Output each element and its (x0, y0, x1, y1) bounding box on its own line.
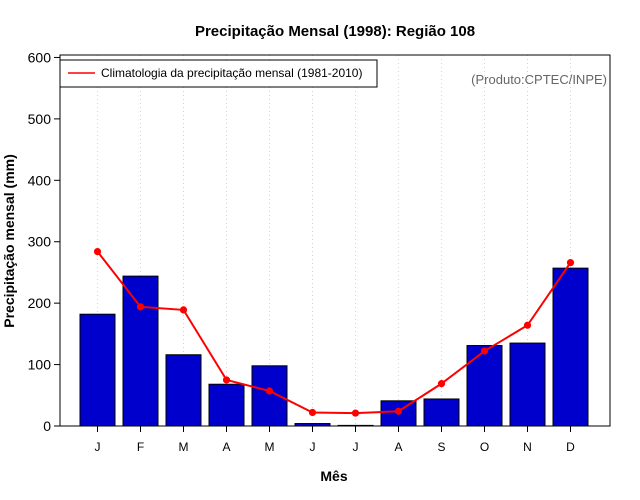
legend: Climatologia da precipitação mensal (198… (59, 59, 378, 88)
climatology-point-9 (480, 347, 489, 355)
y-tick-label: 200 (28, 295, 52, 311)
x-tick-label: A (222, 440, 230, 454)
chart-title: Precipitação Mensal (1998): Região 108 (195, 23, 475, 40)
plot-frame (59, 54, 611, 427)
x-axis-title: Mês (320, 468, 347, 484)
climatology-point-3 (222, 376, 231, 384)
y-tick-label: 400 (28, 172, 52, 188)
bar-10 (509, 342, 546, 427)
bar-11 (552, 267, 589, 427)
climatology-point-6 (351, 409, 360, 417)
x-tick-label: N (523, 440, 532, 454)
y-tick-label: 600 (28, 49, 52, 65)
x-tick-label: J (353, 440, 359, 454)
y-tick-label: 100 (28, 357, 52, 373)
climatology-polyline (96, 250, 572, 415)
bar-3 (208, 383, 245, 427)
y-axis-title: Precipitação mensal (mm) (1, 154, 17, 328)
climatology-point-8 (437, 380, 446, 388)
bars (79, 267, 589, 427)
bar-2 (165, 354, 202, 427)
x-tick-label: S (437, 440, 445, 454)
bar-4 (251, 365, 288, 427)
climatology-point-1 (136, 303, 145, 311)
y-tick-label: 300 (28, 234, 52, 250)
climatology-line (93, 247, 575, 417)
bar-0 (79, 313, 116, 427)
y-tick-label: 500 (28, 111, 52, 127)
climatology-point-4 (265, 387, 274, 395)
x-tick-label: M (179, 440, 189, 454)
climatology-point-5 (308, 408, 317, 417)
x-tick-label: A (394, 440, 402, 454)
legend-label: Climatologia da precipitação mensal (198… (101, 66, 362, 80)
climatology-point-11 (566, 259, 575, 267)
x-tick-label: D (566, 440, 575, 454)
climatology-point-7 (394, 407, 403, 415)
credit-text: (Produto:CPTEC/INPE) (471, 72, 607, 87)
bar-9 (466, 345, 503, 427)
climatology-point-0 (93, 247, 102, 256)
y-tick-label: 0 (43, 418, 51, 434)
bar-8 (423, 398, 460, 427)
bar-1 (122, 275, 159, 427)
y-axis: 0 100 200 300 400 500 600 (28, 49, 60, 434)
climatology-point-2 (179, 306, 188, 314)
x-tick-label: O (480, 440, 489, 454)
x-tick-label: J (95, 440, 101, 454)
x-tick-label: F (137, 440, 144, 454)
legend-box (59, 59, 378, 88)
x-tick-label: M (265, 440, 275, 454)
climatology-point-10 (523, 321, 532, 329)
x-tick-label: J (310, 440, 316, 454)
